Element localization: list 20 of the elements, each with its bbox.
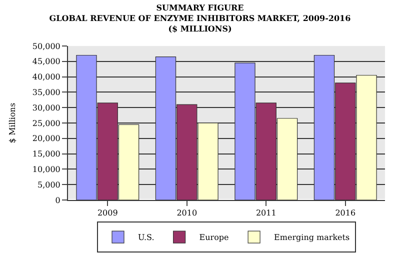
y-tick-label: 45,000	[32, 57, 60, 66]
y-tick-label: 40,000	[32, 72, 60, 82]
y-tick-label: 35,000	[32, 88, 60, 97]
y-tick-label: 5,000	[37, 180, 60, 190]
legend-label: Emerging markets	[274, 233, 350, 242]
y-tick-label: 50,000	[32, 42, 60, 51]
y-tick-label: 15,000	[32, 150, 60, 159]
x-tick-label: 2016	[335, 208, 356, 218]
legend-label: Europe	[199, 233, 230, 242]
y-tick-label: 25,000	[32, 118, 60, 128]
x-tick-label: 2009	[97, 208, 118, 218]
y-tick-label: 0	[55, 196, 60, 205]
y-tick-label: 10,000	[32, 165, 60, 174]
legend-label: U.S.	[138, 233, 154, 242]
y-axis-title: $ Millions	[8, 102, 18, 144]
y-tick-label: 20,000	[32, 134, 60, 144]
x-tick-label: 2010	[176, 208, 198, 218]
y-tick-label: 30,000	[32, 103, 60, 112]
x-tick-label: 2011	[256, 208, 276, 218]
chart-title: SUMMARY FIGURE GLOBAL REVENUE OF ENZYME INHIBITORS MARKET, 2009-2016 ($ MILLIONS)	[49, 2, 352, 34]
